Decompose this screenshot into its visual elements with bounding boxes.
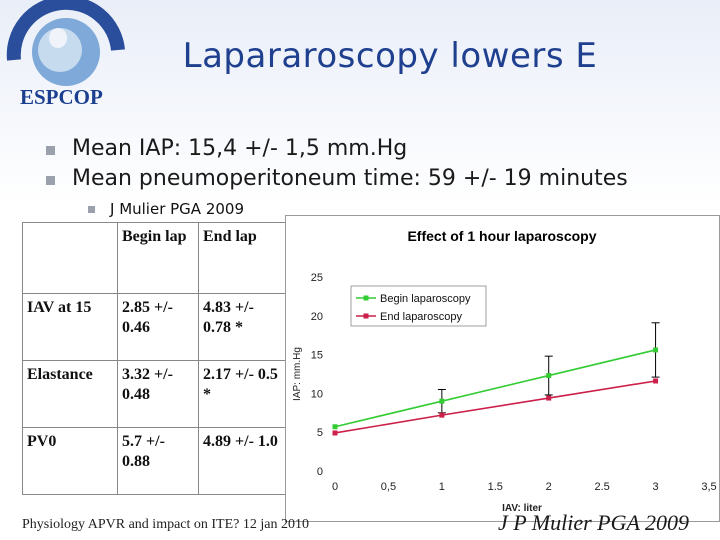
series-line	[334, 380, 656, 434]
bullet-iap: Mean IAP: 15,4 +/- 1,5 mm.Hg	[46, 134, 628, 164]
y-axis-label: IAP: mm.Hg	[292, 347, 303, 401]
table-header-cell	[22, 222, 118, 294]
chart-panel: Effect of 1 hour laparoscopy 0 5 10 15 20 25 0 0…	[285, 215, 720, 522]
footer-text: Physiology APVR and impact on ITE? 12 ja…	[22, 517, 309, 532]
data-point	[653, 347, 659, 353]
table-row: IAV at 15 2.85 +/- 0.46 4.83 +/- 0.78 *	[22, 293, 286, 361]
data-point	[439, 398, 445, 404]
espcop-logo: ESPCOP	[0, 0, 132, 112]
x-tick-label: 1	[439, 481, 445, 493]
y-tick-label: 5	[317, 427, 323, 439]
author-signature: J P Mulier PGA 2009	[498, 510, 690, 535]
y-tick-label: 10	[311, 388, 323, 400]
table-row: Elastance 3.32 +/- 0.48 2.17 +/- 0.5 *	[22, 360, 286, 428]
data-point	[653, 378, 659, 384]
table-header-cell: End lap	[198, 222, 286, 294]
table-cell: PV0	[22, 427, 118, 495]
x-tick-label: 0,5	[381, 481, 396, 493]
y-tick-label: 20	[311, 311, 323, 323]
table-cell: 4.83 +/- 0.78 *	[198, 293, 286, 361]
y-tick-label: 15	[311, 350, 323, 362]
x-tick-label: 0	[332, 481, 338, 493]
sub-bullet-reference: J Mulier PGA 2009	[88, 200, 244, 218]
table-cell: 2.85 +/- 0.46	[117, 293, 199, 361]
x-tick-label: 2	[546, 481, 552, 493]
x-tick-label: 1.5	[488, 481, 503, 493]
x-tick-label: 3	[653, 481, 659, 493]
line-chart: Effect of 1 hour laparoscopy 0 5 10 15 20 25 0 0…	[292, 228, 717, 514]
data-point	[546, 395, 552, 401]
legend-label: Begin laparoscopy	[380, 293, 471, 305]
bullet-time: Mean pneumoperitoneum time: 59 +/- 19 mi…	[46, 164, 628, 194]
y-tick-label: 25	[311, 272, 323, 284]
data-point	[332, 424, 338, 430]
series-line	[334, 349, 656, 428]
bullet-list: Mean IAP: 15,4 +/- 1,5 mm.Hg Mean pneumo…	[46, 134, 628, 194]
x-tick-label: 2.5	[594, 481, 609, 493]
table-header-row: Begin lap End lap	[22, 222, 286, 294]
table-cell: 4.89 +/- 1.0	[198, 427, 286, 495]
x-axis-label: IAV: liter	[502, 503, 542, 514]
table-header-cell: Begin lap	[117, 222, 199, 294]
legend-marker	[363, 313, 369, 319]
data-point	[332, 430, 338, 436]
table-cell: IAV at 15	[22, 293, 118, 361]
chart-title: Effect of 1 hour laparoscopy	[407, 228, 596, 244]
table-cell: 3.32 +/- 0.48	[117, 360, 199, 428]
x-tick-label: 3,5	[701, 481, 716, 493]
table-cell: Elastance	[22, 360, 118, 428]
table-cell: 2.17 +/- 0.5 *	[198, 360, 286, 428]
table-cell: 5.7 +/- 0.88	[117, 427, 199, 495]
slide-title: Lapararoscopy lowers E	[182, 36, 598, 76]
table-row: PV0 5.7 +/- 0.88 4.89 +/- 1.0	[22, 427, 286, 495]
legend-marker	[363, 295, 369, 301]
data-point	[546, 373, 552, 379]
logo-wordmark: ESPCOP	[20, 85, 103, 109]
legend-label: End laparoscopy	[380, 311, 462, 323]
data-point	[439, 412, 445, 418]
legend-box	[350, 285, 487, 327]
results-table: Begin lap End lap IAV at 15 2.85 +/- 0.4…	[22, 222, 286, 495]
y-tick-label: 0	[317, 466, 323, 478]
